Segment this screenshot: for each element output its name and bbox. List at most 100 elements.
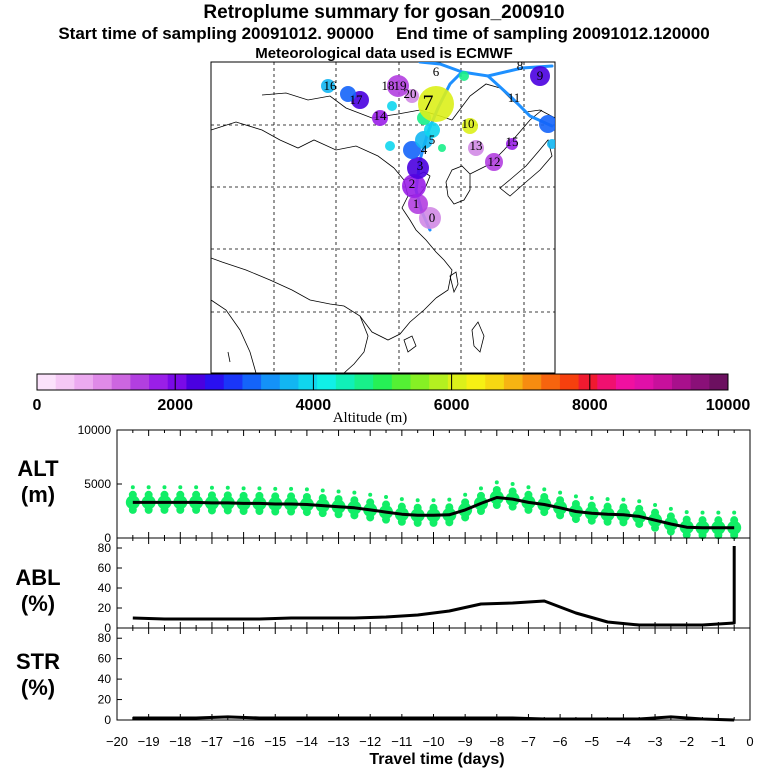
x-tick-labels: −20 −19 −18 −17 −16 −15 −14 −13 −12 −11 −10 −9 −8 −7−…: [106, 734, 754, 749]
altitude-marker: [176, 505, 185, 514]
altitude-marker: [603, 517, 612, 526]
x-tick-label: −11: [391, 734, 412, 749]
plume-marker: [372, 110, 388, 126]
altitude-marker: [368, 492, 373, 497]
x-tick-label: −18: [169, 734, 191, 749]
altitude-marker: [318, 509, 327, 518]
panel-frame: [116, 627, 751, 721]
colorbar-cell: [223, 374, 243, 390]
altitude-marker: [494, 480, 499, 485]
y-tick-label: 0: [104, 713, 111, 727]
altitude-marker: [271, 492, 280, 501]
panel-ylabel-unit: (%): [21, 591, 55, 616]
altitude-marker: [476, 507, 485, 515]
day-label: 6: [433, 64, 440, 79]
altitude-marker: [445, 518, 454, 527]
philippines-island: [471, 321, 485, 353]
plume-marker: [403, 141, 421, 159]
india-coast: [211, 299, 257, 373]
colorbar-cell: [335, 374, 355, 390]
colorbar-cell: [317, 374, 337, 390]
x-tick-label: 0: [746, 734, 753, 749]
altitude-marker: [619, 503, 628, 512]
map-gridlines: [211, 62, 555, 373]
altitude-marker: [225, 485, 230, 490]
time-series-panels: ALT(m)1000050000ABL(%)806040200STR(%)806…: [15, 423, 751, 727]
plume-marker: [385, 141, 395, 151]
altitude-marker: [223, 506, 232, 515]
altitude-marker: [730, 531, 739, 540]
day-label: 19: [394, 78, 407, 93]
colorbar-cell: [429, 374, 449, 390]
panel-ylabel: ALT: [17, 456, 59, 481]
altitude-marker: [178, 485, 183, 490]
altitude-marker: [302, 508, 311, 517]
x-tick-label: −4: [616, 734, 631, 749]
altitude-marker: [128, 490, 137, 499]
altitude-marker: [257, 486, 262, 491]
altitude-marker: [320, 488, 325, 493]
colorbar-cell: [503, 374, 524, 390]
y-tick-label: 80: [98, 631, 112, 645]
day-label: 14: [374, 108, 388, 123]
altitude-marker: [463, 492, 468, 497]
altitude-marker: [714, 531, 723, 540]
altitude-marker: [698, 516, 707, 525]
end-time-label: End time of sampling 20091012.120000: [395, 24, 710, 43]
panel-alt: ALT(m) 10000 5000 0: [17, 423, 751, 545]
altitude-marker: [429, 518, 438, 527]
day-label: 15: [506, 134, 519, 149]
x-tick-label: −8: [489, 734, 504, 749]
colorbar-cells: [37, 374, 729, 390]
day-label: 0: [429, 210, 436, 225]
day-label: 9: [537, 68, 544, 83]
altitude-marker: [287, 492, 296, 501]
panel-ylabel-unit: (%): [21, 675, 55, 700]
altitude-marker: [619, 518, 628, 527]
colorbar-cell: [597, 374, 617, 390]
altitude-marker: [271, 507, 280, 516]
altitude-marker: [542, 487, 547, 492]
plume-marker: [468, 140, 484, 156]
colorbar-tick-label: 4000: [296, 397, 332, 414]
korea-peninsula: [445, 165, 471, 205]
colorbar-cell: [447, 374, 468, 390]
met-data-label: Meteorological data used is ECMWF: [255, 45, 513, 62]
altitude-distribution: [125, 480, 742, 540]
altitude-marker: [160, 490, 169, 499]
plume-marker: [459, 71, 469, 81]
x-tick-label: −16: [233, 734, 255, 749]
plume-marker: [424, 122, 440, 138]
altitude-marker: [700, 510, 705, 515]
altitude-marker: [573, 494, 578, 499]
altitude-marker: [635, 519, 644, 528]
plume-marker: [418, 86, 454, 122]
altitude-marker: [255, 491, 264, 500]
colorbar-cell: [55, 374, 75, 390]
colorbar-cell: [186, 374, 206, 390]
altitude-marker: [461, 513, 470, 522]
altitude-marker: [192, 505, 201, 514]
colorbar-cell: [130, 374, 150, 390]
colorbar-tick-label: 10000: [706, 397, 751, 414]
colorbar-cell: [709, 374, 729, 390]
altitude-marker: [666, 527, 675, 536]
day-label: 17: [350, 92, 364, 107]
altitude-marker: [732, 510, 737, 515]
altitude-marker: [273, 486, 278, 491]
colorbar-cell: [298, 374, 318, 390]
day-label: 5: [429, 132, 436, 147]
x-tick-label: −7: [521, 734, 536, 749]
colorbar-cell: [261, 374, 281, 390]
colorbar-cell: [279, 374, 299, 390]
altitude-marker: [130, 485, 135, 490]
altitude-marker: [207, 506, 216, 515]
altitude-marker: [524, 490, 533, 499]
altitude-marker: [318, 494, 327, 503]
colorbar-tick-label: 2000: [157, 397, 193, 414]
altitude-marker: [603, 502, 612, 511]
y-tick-label: 20: [98, 601, 112, 615]
plume-marker: [419, 207, 441, 229]
taiwan-island: [449, 271, 459, 294]
